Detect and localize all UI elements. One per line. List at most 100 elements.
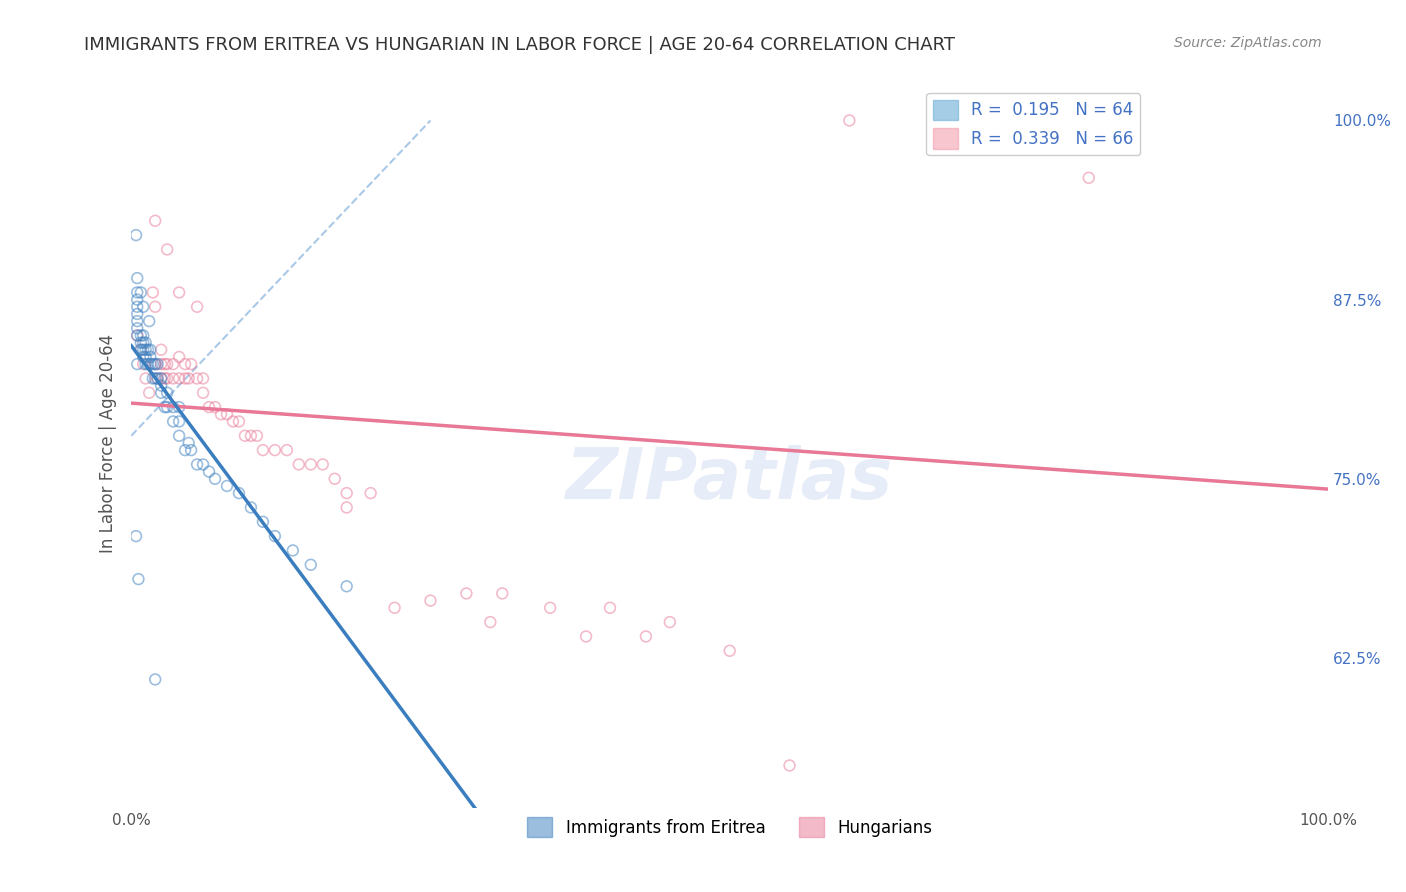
Point (634, 630, 657, 644)
Point (129, 335, 152, 350)
Point (129, 343, 152, 357)
Point (779, 758, 801, 772)
Point (186, 458, 208, 472)
Point (384, 600, 406, 615)
Point (125, 228, 148, 243)
Point (419, 593, 441, 607)
Point (658, 615, 681, 629)
Point (139, 357, 162, 371)
Point (174, 443, 197, 458)
Point (336, 579, 359, 593)
Point (150, 385, 173, 400)
Point (132, 357, 155, 371)
Point (125, 529, 148, 543)
Point (360, 486, 382, 500)
Point (180, 443, 202, 458)
Point (146, 371, 169, 385)
Point (162, 357, 184, 371)
Point (167, 400, 190, 414)
Point (264, 529, 287, 543)
Point (135, 335, 157, 350)
Point (575, 630, 598, 644)
Text: Source: ZipAtlas.com: Source: ZipAtlas.com (1174, 36, 1322, 50)
Point (177, 436, 200, 450)
Point (132, 350, 155, 364)
Point (143, 357, 166, 371)
Point (132, 343, 155, 357)
Y-axis label: In Labor Force | Age 20-64: In Labor Force | Age 20-64 (100, 334, 117, 552)
Point (246, 429, 269, 443)
Point (153, 357, 176, 371)
Point (198, 400, 221, 414)
Point (139, 350, 162, 364)
Point (156, 385, 179, 400)
Point (146, 357, 169, 371)
Point (209, 407, 232, 421)
Point (198, 465, 221, 479)
Point (191, 385, 214, 400)
Point (142, 285, 165, 300)
Point (167, 350, 190, 364)
Point (127, 293, 149, 307)
Point (174, 357, 197, 371)
Point (186, 371, 208, 385)
Point (162, 400, 184, 414)
Point (538, 600, 561, 615)
Point (135, 350, 157, 364)
Point (132, 328, 155, 343)
Point (153, 371, 176, 385)
Point (135, 357, 157, 371)
Point (252, 443, 274, 458)
Point (127, 307, 149, 321)
Point (129, 343, 152, 357)
Point (150, 371, 173, 385)
Point (143, 357, 166, 371)
Point (264, 443, 287, 458)
Point (599, 600, 621, 615)
Point (957, 113, 980, 128)
Point (239, 500, 262, 515)
Point (456, 586, 478, 600)
Point (281, 543, 304, 558)
Point (312, 458, 335, 472)
Point (174, 371, 197, 385)
Point (129, 328, 152, 343)
Point (215, 479, 238, 493)
Point (186, 300, 208, 314)
Point (191, 458, 214, 472)
Point (146, 371, 169, 385)
Point (127, 572, 149, 586)
Point (135, 343, 157, 357)
Point (150, 343, 173, 357)
Point (336, 486, 359, 500)
Point (167, 429, 190, 443)
Point (143, 673, 166, 687)
Point (177, 371, 200, 385)
Point (299, 458, 322, 472)
Point (336, 500, 359, 515)
Point (143, 214, 166, 228)
Point (167, 414, 190, 428)
Point (127, 300, 149, 314)
Point (204, 472, 226, 486)
Point (156, 371, 179, 385)
Point (479, 615, 502, 629)
Point (142, 371, 165, 385)
Point (132, 300, 155, 314)
Text: IMMIGRANTS FROM ERITREA VS HUNGARIAN IN LABOR FORCE | AGE 20-64 CORRELATION CHAR: IMMIGRANTS FROM ERITREA VS HUNGARIAN IN … (84, 36, 955, 54)
Point (167, 285, 190, 300)
Point (162, 371, 184, 385)
Point (180, 357, 202, 371)
Point (252, 515, 274, 529)
Point (143, 371, 166, 385)
Point (153, 400, 176, 414)
Point (127, 314, 149, 328)
Point (1077, 170, 1099, 185)
Point (156, 243, 179, 257)
Point (138, 385, 160, 400)
Point (142, 357, 165, 371)
Point (288, 458, 311, 472)
Point (127, 271, 149, 285)
Point (228, 486, 250, 500)
Point (239, 429, 262, 443)
